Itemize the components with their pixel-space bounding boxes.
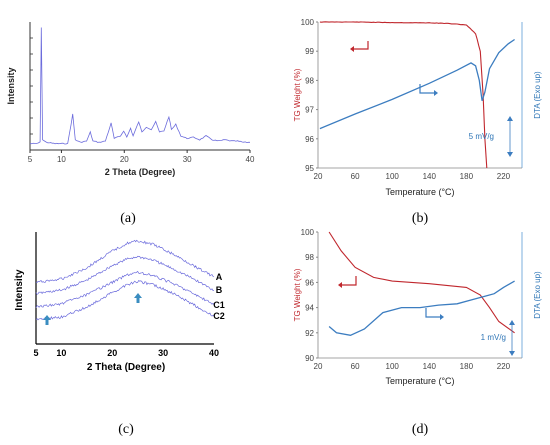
d-tg-arrow-head [338, 282, 342, 288]
c-series-a [35, 239, 215, 284]
a-x-tick-label: 40 [246, 155, 255, 164]
b-scale-arrow-up [507, 116, 513, 121]
c-x-tick-label: 10 [56, 348, 66, 358]
d-y-tick-label: 90 [305, 354, 314, 363]
a-x-tick-label: 5 [28, 155, 33, 164]
c-arrow-up-2 [43, 315, 51, 325]
c-x-tick-label: 40 [209, 348, 219, 358]
b-y-label: TG Weight (%) [293, 68, 302, 121]
b-x-tick-label: 20 [314, 172, 323, 181]
c-series-label: C2 [213, 311, 225, 321]
d-scale-arrow-up [509, 320, 515, 325]
c-x-tick-label: 30 [158, 348, 168, 358]
d-x-tick-label: 140 [423, 362, 437, 371]
b-x-tick-label: 100 [386, 172, 400, 181]
b-tg-arrow [354, 41, 369, 50]
d-x-tick-label: 20 [314, 362, 323, 371]
b-scale-label: 5 mV/g [469, 132, 494, 141]
d-y-tick-label: 94 [305, 304, 314, 313]
b-tg-series [319, 21, 488, 169]
c-series-label: B [216, 285, 223, 295]
d-x-label: Temperature (°C) [385, 376, 454, 386]
b-y-tick-label: 99 [305, 47, 314, 56]
b-x-label: Temperature (°C) [385, 187, 454, 197]
b-y-tick-label: 95 [305, 164, 314, 173]
a-caption: (a) [120, 211, 136, 226]
d-caption: (d) [412, 422, 429, 437]
d-y-tick-label: 96 [305, 278, 314, 287]
b-dta-series [319, 38, 515, 130]
d-y-label: TG Weight (%) [293, 268, 302, 321]
c-series-label: A [216, 272, 223, 282]
c-caption: (c) [118, 422, 134, 437]
d-tg-series [328, 231, 515, 334]
c-series-b [35, 255, 215, 295]
d-dta-arrow [425, 308, 440, 318]
b-y-tick-label: 97 [305, 106, 314, 115]
b-x-tick-label: 180 [460, 172, 474, 181]
d-scale-arrow-down [509, 351, 515, 356]
b-caption: (b) [412, 211, 429, 226]
c-arrow-up-1 [134, 293, 142, 303]
d-y-tick-label: 92 [305, 329, 314, 338]
a-x-tick-label: 30 [183, 155, 192, 164]
b-right-label: DTA (Exo up) [533, 71, 542, 119]
b-y-tick-label: 98 [305, 76, 314, 85]
c-series-c1 [35, 270, 215, 308]
a-x-tick-label: 20 [120, 155, 129, 164]
d-x-tick-label: 180 [460, 362, 474, 371]
b-scale-arrow-down [507, 152, 513, 157]
b-x-tick-label: 140 [423, 172, 437, 181]
a-y-label: Intensity [6, 67, 16, 104]
c-x-tick-label: 5 [33, 348, 38, 358]
b-dta-arrow-head [434, 90, 438, 96]
a-x-tick-label: 10 [57, 155, 66, 164]
d-x-tick-label: 100 [386, 362, 400, 371]
b-y-tick-label: 100 [301, 18, 315, 27]
d-y-tick-label: 98 [305, 253, 314, 262]
b-x-tick-label: 60 [351, 172, 360, 181]
c-y-label: Intensity [14, 269, 25, 311]
b-dta-arrow [419, 84, 434, 94]
d-x-tick-label: 220 [497, 362, 511, 371]
d-dta-arrow-head [440, 314, 444, 320]
c-x-tick-label: 20 [107, 348, 117, 358]
a-xrd-series [29, 27, 250, 145]
c-series-c2 [35, 279, 215, 321]
d-right-label: DTA (Exo up) [533, 271, 542, 319]
d-x-tick-label: 60 [351, 362, 360, 371]
d-dta-series [328, 280, 515, 336]
a-x-label: 2 Theta (Degree) [105, 167, 176, 177]
b-y-tick-label: 96 [305, 135, 314, 144]
c-series-label: C1 [213, 300, 225, 310]
c-x-label: 2 Theta (Degree) [87, 362, 165, 373]
d-y-tick-label: 100 [301, 228, 315, 237]
b-x-tick-label: 220 [497, 172, 511, 181]
d-scale-label: 1 mV/g [481, 333, 506, 342]
b-tg-arrow-head [350, 46, 354, 52]
d-tg-arrow [342, 276, 357, 286]
